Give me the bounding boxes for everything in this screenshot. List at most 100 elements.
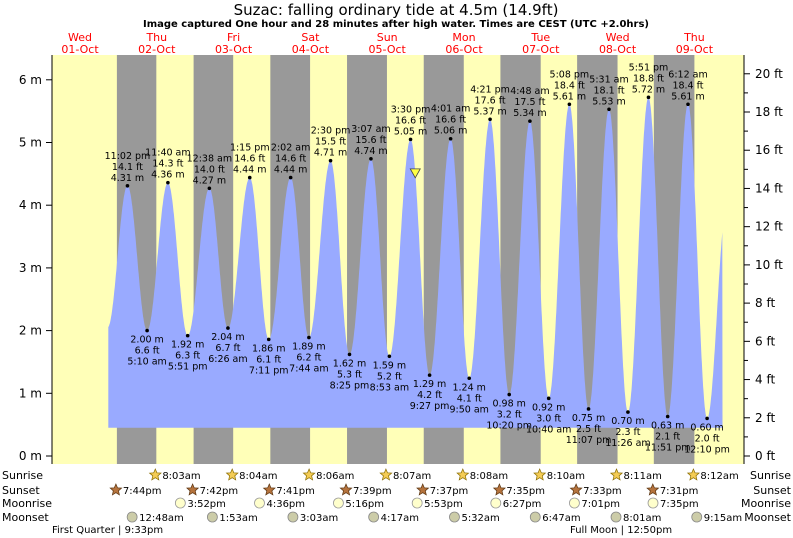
sun-star-icon <box>646 483 660 496</box>
low-tide-feet: 3.0 ft <box>536 413 561 424</box>
moonset-time: 1:53am <box>219 513 257 524</box>
moon-phase-labels: First Quarter | 9:33pm Full Moon | 12:50p… <box>52 525 672 536</box>
low-tide-feet: 2.0 ft <box>695 433 720 444</box>
low-tide-time: 7:11 pm <box>249 365 289 376</box>
low-tide-time: 7:44 am <box>289 363 328 374</box>
day-name: Thu <box>683 31 705 44</box>
tide-area <box>108 97 723 428</box>
right-tick-label: 0 ft <box>755 449 775 463</box>
low-tide-feet: 4.1 ft <box>457 393 482 404</box>
high-tide-feet: 14.3 ft <box>152 159 183 170</box>
sunrise-time: 8:11am <box>624 471 662 482</box>
row-label-right: Sunrise <box>750 469 791 482</box>
moon-icon <box>333 497 344 509</box>
right-tick-label: 14 ft <box>755 181 783 195</box>
tide-point <box>546 396 551 401</box>
sun-star-icon <box>262 483 276 496</box>
high-tide-time: 2:02 am <box>271 143 310 154</box>
moonrise-time: 3:52pm <box>187 499 226 510</box>
moonset-time: 9:15am <box>704 513 742 524</box>
high-tide-time: 5:08 pm <box>550 69 590 80</box>
tide-point <box>387 354 392 359</box>
high-tide-feet: 14.1 ft <box>112 162 143 173</box>
high-tide-time: 11:02 pm <box>105 151 151 162</box>
high-tide-feet: 14.6 ft <box>234 154 265 165</box>
right-tick-label: 16 ft <box>755 143 783 157</box>
chart-title: Suzac: falling ordinary tide at 4.5m (14… <box>234 1 559 19</box>
low-tide-meters: 1.89 m <box>292 341 325 352</box>
sun-star-icon <box>339 483 353 496</box>
row-label-right: Sunset <box>753 484 791 497</box>
sunset-time: 7:41pm <box>276 486 315 497</box>
low-tide-feet: 3.2 ft <box>497 410 522 421</box>
low-tide-time: 5:10 am <box>127 357 166 368</box>
day-date: 04-Oct <box>292 43 330 56</box>
low-tide-meters: 1.86 m <box>252 343 285 354</box>
sun-star-icon <box>686 468 700 481</box>
day-name: Mon <box>452 31 475 44</box>
high-tide-feet: 18.1 ft <box>593 85 624 96</box>
low-tide-feet: 5.2 ft <box>377 371 402 382</box>
low-tide-feet: 4.2 ft <box>417 390 442 401</box>
sunset-time: 7:44pm <box>123 486 162 497</box>
low-tide-time: 10:20 pm <box>486 421 532 432</box>
moonrise-time: 4:36pm <box>266 499 305 510</box>
day-name: Tue <box>530 31 550 44</box>
low-tide-meters: 1.29 m <box>413 379 446 390</box>
sunrise-time: 8:04am <box>239 471 277 482</box>
left-tick-label: 2 m <box>19 324 42 338</box>
high-tide-meters: 5.34 m <box>513 108 546 119</box>
right-tick-label: 20 ft <box>755 67 783 81</box>
low-tide-time: 9:27 pm <box>410 401 450 412</box>
day-date: 02-Oct <box>138 43 176 56</box>
right-tick-label: 18 ft <box>755 105 783 119</box>
low-tide-time: 11:26 am <box>605 438 650 449</box>
row-label-left: Sunset <box>2 484 40 497</box>
left-tick-label: 4 m <box>19 198 42 212</box>
axes: 0 m 1 m 2 m 3 m 4 m 5 m 6 m 0 ft 2 ft 4 ft 6 ft 8 … <box>19 55 783 464</box>
low-tide-meters: 0.75 m <box>572 413 605 424</box>
tide-point <box>646 95 651 100</box>
moon-icon <box>368 511 380 523</box>
high-tide-time: 5:31 am <box>589 74 628 85</box>
high-tide-meters: 5.37 m <box>473 106 506 117</box>
tide-point <box>145 328 149 333</box>
left-tick-label: 6 m <box>19 73 42 87</box>
moonset-time: 5:32am <box>461 513 499 524</box>
moonrise-time: 5:16pm <box>345 499 384 510</box>
sunrise-time: 8:03am <box>162 471 200 482</box>
tide-point <box>207 186 212 191</box>
day-name: Wed <box>606 31 630 44</box>
high-tide-feet: 18.4 ft <box>554 80 585 91</box>
moonset-time: 8:01am <box>623 513 661 524</box>
sun-star-icon <box>225 468 239 481</box>
low-tide-feet: 6.3 ft <box>175 351 200 362</box>
low-tide-time: 11:51 pm <box>645 442 691 453</box>
low-tide-feet: 2.3 ft <box>615 427 640 438</box>
low-tide-time: 6:26 am <box>208 354 247 365</box>
tide-point <box>226 326 230 330</box>
sunset-time: 7:35pm <box>506 486 545 497</box>
high-tide-meters: 4.31 m <box>111 173 144 184</box>
left-tick-label: 1 m <box>19 386 42 400</box>
right-tick-label: 8 ft <box>755 296 775 310</box>
moon-icon <box>287 511 299 523</box>
high-tide-time: 5:51 pm <box>629 62 669 73</box>
moonset-time: 4:17am <box>381 513 419 524</box>
low-tide-meters: 0.70 m <box>611 416 644 427</box>
tide-point <box>288 175 293 180</box>
day-date: 06-Oct <box>445 43 483 56</box>
moon-icon <box>449 511 460 523</box>
low-tide-meters: 1.59 m <box>373 360 406 371</box>
tide-point <box>686 102 690 107</box>
day-date: 07-Oct <box>522 43 560 56</box>
tide-point <box>328 158 333 163</box>
low-tide-meters: 0.92 m <box>532 402 565 413</box>
high-tide-meters: 5.53 m <box>592 96 625 107</box>
high-tide-time: 2:30 pm <box>311 126 351 137</box>
tide-point <box>125 183 130 188</box>
high-tide-time: 3:07 am <box>351 124 390 135</box>
tide-point <box>567 102 572 107</box>
